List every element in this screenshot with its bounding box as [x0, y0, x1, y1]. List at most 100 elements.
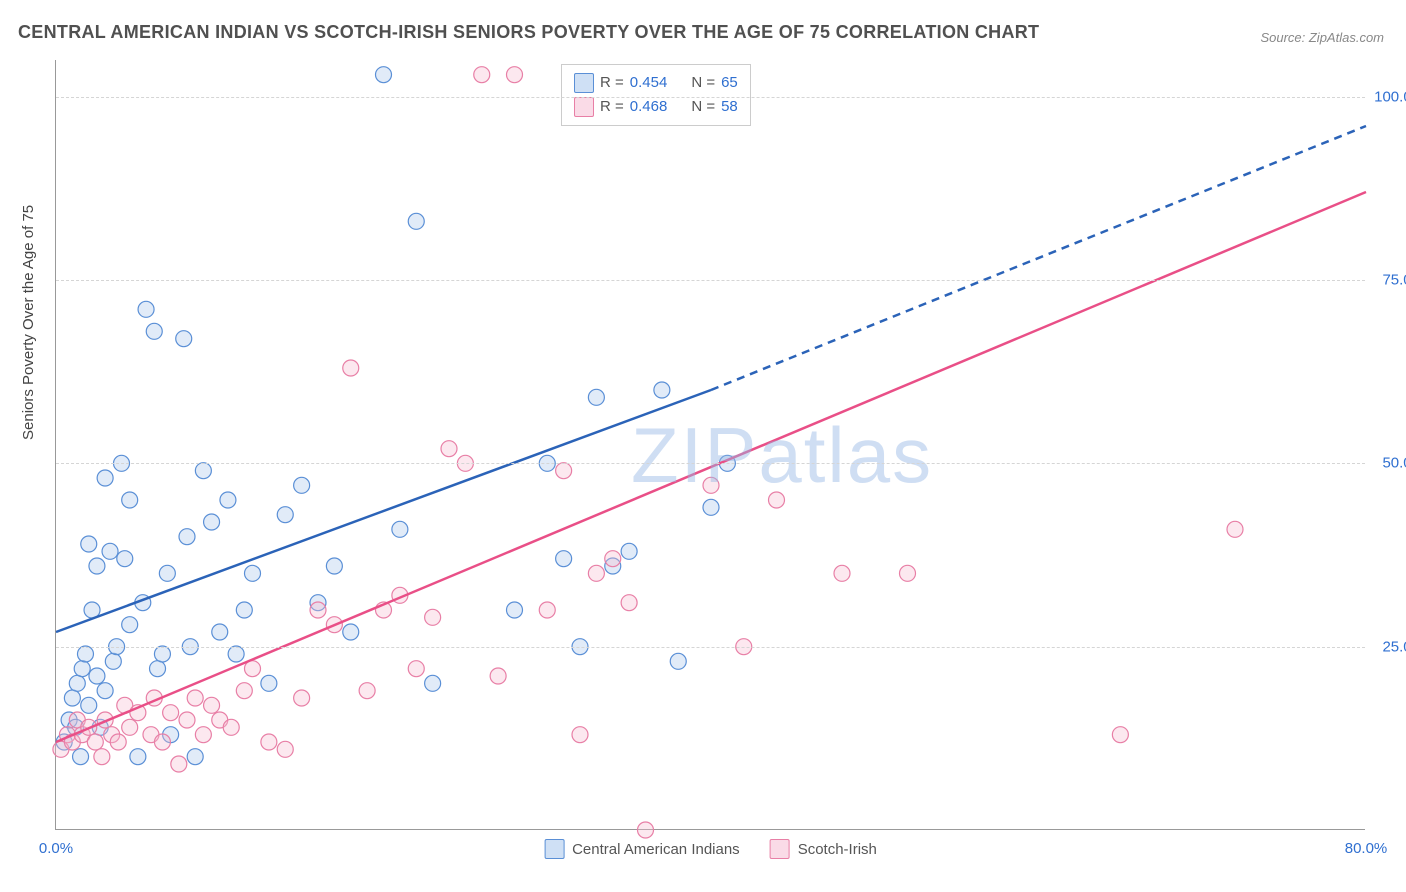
scatter-point: [236, 602, 252, 618]
scatter-point: [343, 624, 359, 640]
scatter-point: [425, 609, 441, 625]
legend-swatch: [574, 73, 594, 93]
legend-stat-row: R =0.468 N =58: [574, 95, 738, 119]
legend-swatch: [770, 839, 790, 859]
scatter-point: [64, 690, 80, 706]
scatter-point: [408, 213, 424, 229]
scatter-point: [122, 492, 138, 508]
scatter-point: [507, 67, 523, 83]
scatter-point: [105, 653, 121, 669]
legend-stat-row: R =0.454 N =65: [574, 71, 738, 95]
scatter-point: [261, 734, 277, 750]
legend-stats: R =0.454 N =65 R =0.468 N =58: [561, 64, 751, 126]
scatter-point: [159, 565, 175, 581]
scatter-point: [900, 565, 916, 581]
x-tick-label: 80.0%: [1345, 840, 1388, 857]
legend-series: Central American Indians Scotch-Irish: [544, 839, 877, 859]
scatter-point: [69, 675, 85, 691]
scatter-point: [163, 705, 179, 721]
scatter-point: [179, 529, 195, 545]
scatter-point: [769, 492, 785, 508]
scatter-point: [605, 551, 621, 567]
scatter-point: [572, 727, 588, 743]
chart-container: CENTRAL AMERICAN INDIAN VS SCOTCH-IRISH …: [0, 0, 1406, 892]
scatter-point: [122, 617, 138, 633]
legend-swatch: [574, 97, 594, 117]
legend-r-value: 0.468: [630, 95, 668, 119]
legend-n-label: N =: [691, 95, 715, 119]
trend-line: [56, 390, 711, 632]
scatter-point: [343, 360, 359, 376]
scatter-point: [245, 565, 261, 581]
scatter-point: [654, 382, 670, 398]
scatter-point: [556, 463, 572, 479]
scatter-point: [392, 521, 408, 537]
scatter-point: [204, 514, 220, 530]
scatter-point: [359, 683, 375, 699]
scatter-point: [87, 734, 103, 750]
scatter-point: [277, 741, 293, 757]
scatter-point: [187, 690, 203, 706]
scatter-point: [130, 749, 146, 765]
chart-svg: [56, 60, 1365, 829]
scatter-point: [236, 683, 252, 699]
legend-r-label: R =: [600, 71, 624, 95]
scatter-point: [261, 675, 277, 691]
scatter-point: [81, 697, 97, 713]
legend-n-label: N =: [691, 71, 715, 95]
legend-item: Scotch-Irish: [770, 839, 877, 859]
scatter-point: [588, 389, 604, 405]
scatter-point: [146, 323, 162, 339]
scatter-point: [703, 499, 719, 515]
legend-n-value: 58: [721, 95, 738, 119]
trend-line: [56, 192, 1366, 742]
scatter-point: [195, 463, 211, 479]
scatter-point: [89, 668, 105, 684]
scatter-point: [179, 712, 195, 728]
scatter-point: [94, 749, 110, 765]
legend-r-label: R =: [600, 95, 624, 119]
scatter-point: [490, 668, 506, 684]
scatter-point: [97, 683, 113, 699]
legend-n-value: 65: [721, 71, 738, 95]
scatter-point: [638, 822, 654, 838]
scatter-point: [556, 551, 572, 567]
y-tick-label: 75.0%: [1382, 272, 1406, 289]
trend-line-dashed: [711, 126, 1366, 390]
scatter-point: [376, 67, 392, 83]
scatter-point: [89, 558, 105, 574]
y-axis-label: Seniors Poverty Over the Age of 75: [20, 205, 37, 440]
scatter-point: [539, 602, 555, 618]
source-label: Source: ZipAtlas.com: [1260, 30, 1384, 45]
scatter-point: [77, 646, 93, 662]
scatter-point: [223, 719, 239, 735]
gridline: [56, 280, 1365, 281]
scatter-point: [474, 67, 490, 83]
gridline: [56, 97, 1365, 98]
scatter-point: [154, 734, 170, 750]
legend-series-label: Central American Indians: [572, 841, 740, 858]
x-tick-label: 0.0%: [39, 840, 73, 857]
scatter-point: [195, 727, 211, 743]
legend-swatch: [544, 839, 564, 859]
scatter-point: [73, 749, 89, 765]
y-tick-label: 50.0%: [1382, 455, 1406, 472]
scatter-point: [621, 543, 637, 559]
scatter-point: [425, 675, 441, 691]
scatter-point: [171, 756, 187, 772]
scatter-point: [81, 536, 97, 552]
gridline: [56, 463, 1365, 464]
scatter-point: [110, 734, 126, 750]
scatter-point: [588, 565, 604, 581]
chart-title: CENTRAL AMERICAN INDIAN VS SCOTCH-IRISH …: [18, 22, 1039, 43]
plot-area: ZIPatlas R =0.454N =65R =0.468N =58 Cent…: [55, 60, 1365, 830]
scatter-point: [507, 602, 523, 618]
gridline: [56, 647, 1365, 648]
legend-r-value: 0.454: [630, 71, 668, 95]
scatter-point: [1112, 727, 1128, 743]
scatter-point: [220, 492, 236, 508]
scatter-point: [117, 551, 133, 567]
scatter-point: [122, 719, 138, 735]
scatter-point: [277, 507, 293, 523]
scatter-point: [212, 624, 228, 640]
